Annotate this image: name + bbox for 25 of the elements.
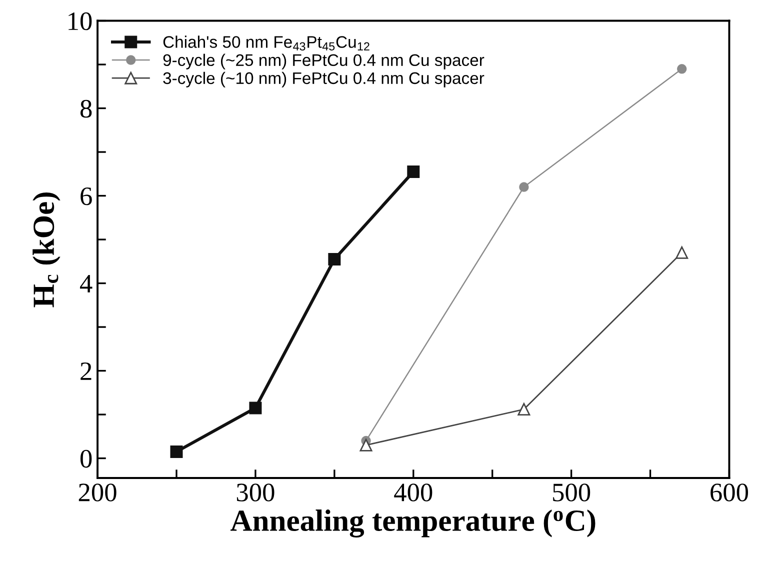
point (519, 182, 529, 192)
y-tick-label: 10 (68, 12, 92, 30)
y-tick-label: 2 (80, 362, 92, 380)
point (170, 445, 183, 458)
y-tick-label: 8 (80, 100, 92, 118)
x-tick-label: 500 (553, 484, 590, 502)
y-tick-label: 4 (80, 275, 92, 292)
legend-label: 3-cycle (~10 nm) FePtCu 0.4 nm Cu spacer (163, 72, 484, 88)
y-tick-label: 0 (80, 450, 92, 468)
point (676, 64, 687, 74)
point (328, 252, 341, 266)
x-axis-title: Annealing temperature ($^{o}$C) (230, 510, 596, 538)
legend-label: Chiah's 50 nm Fe$_{43}$Pt$_{45}$Cu$_{12}$ (163, 36, 370, 51)
x-tick-label: 400 (394, 484, 432, 502)
y-axis-title: H$_{c}$ (kOe) (32, 192, 60, 308)
y-tick-label: 6 (80, 187, 92, 206)
point (518, 403, 530, 416)
legend-label: 9-cycle (~25 nm) FePtCu 0.4 nm Cu spacer (163, 54, 484, 70)
x-tick-label: 300 (236, 484, 274, 502)
x-tick-label: 200 (78, 484, 116, 502)
point (360, 438, 372, 452)
point (249, 402, 262, 414)
point (407, 165, 420, 178)
x-tick-label: 600 (710, 484, 748, 502)
point (676, 246, 688, 259)
